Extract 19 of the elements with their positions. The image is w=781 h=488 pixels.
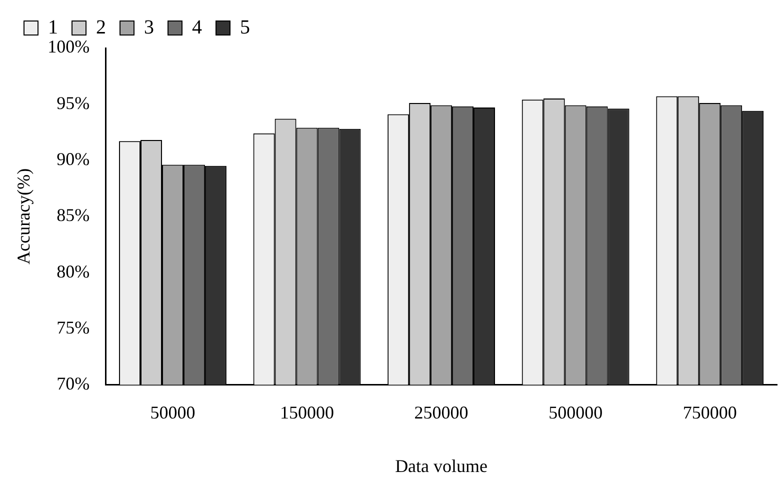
legend-label: 1 <box>48 16 58 38</box>
x-tick-label: 250000 <box>414 402 468 422</box>
y-axis-title: Accuracy(%) <box>14 168 34 264</box>
y-tick-label: 70% <box>56 374 90 394</box>
x-tick-label: 50000 <box>150 402 196 422</box>
y-tick-label: 85% <box>56 205 90 226</box>
y-tick-label: 80% <box>56 261 90 282</box>
x-tick-label: 750000 <box>682 402 737 422</box>
y-tick-label: 100% <box>48 36 90 57</box>
legend-label: 2 <box>96 16 106 38</box>
y-tick-label: 75% <box>56 317 90 338</box>
x-axis-title: Data volume <box>395 456 488 476</box>
legend-label: 3 <box>144 16 154 38</box>
legend-label: 4 <box>192 16 202 38</box>
x-tick-label: 500000 <box>548 402 603 422</box>
legend-label: 5 <box>240 16 250 38</box>
y-tick-label: 95% <box>56 92 90 113</box>
y-tick-label: 90% <box>56 149 90 169</box>
x-tick-label: 150000 <box>280 402 334 422</box>
